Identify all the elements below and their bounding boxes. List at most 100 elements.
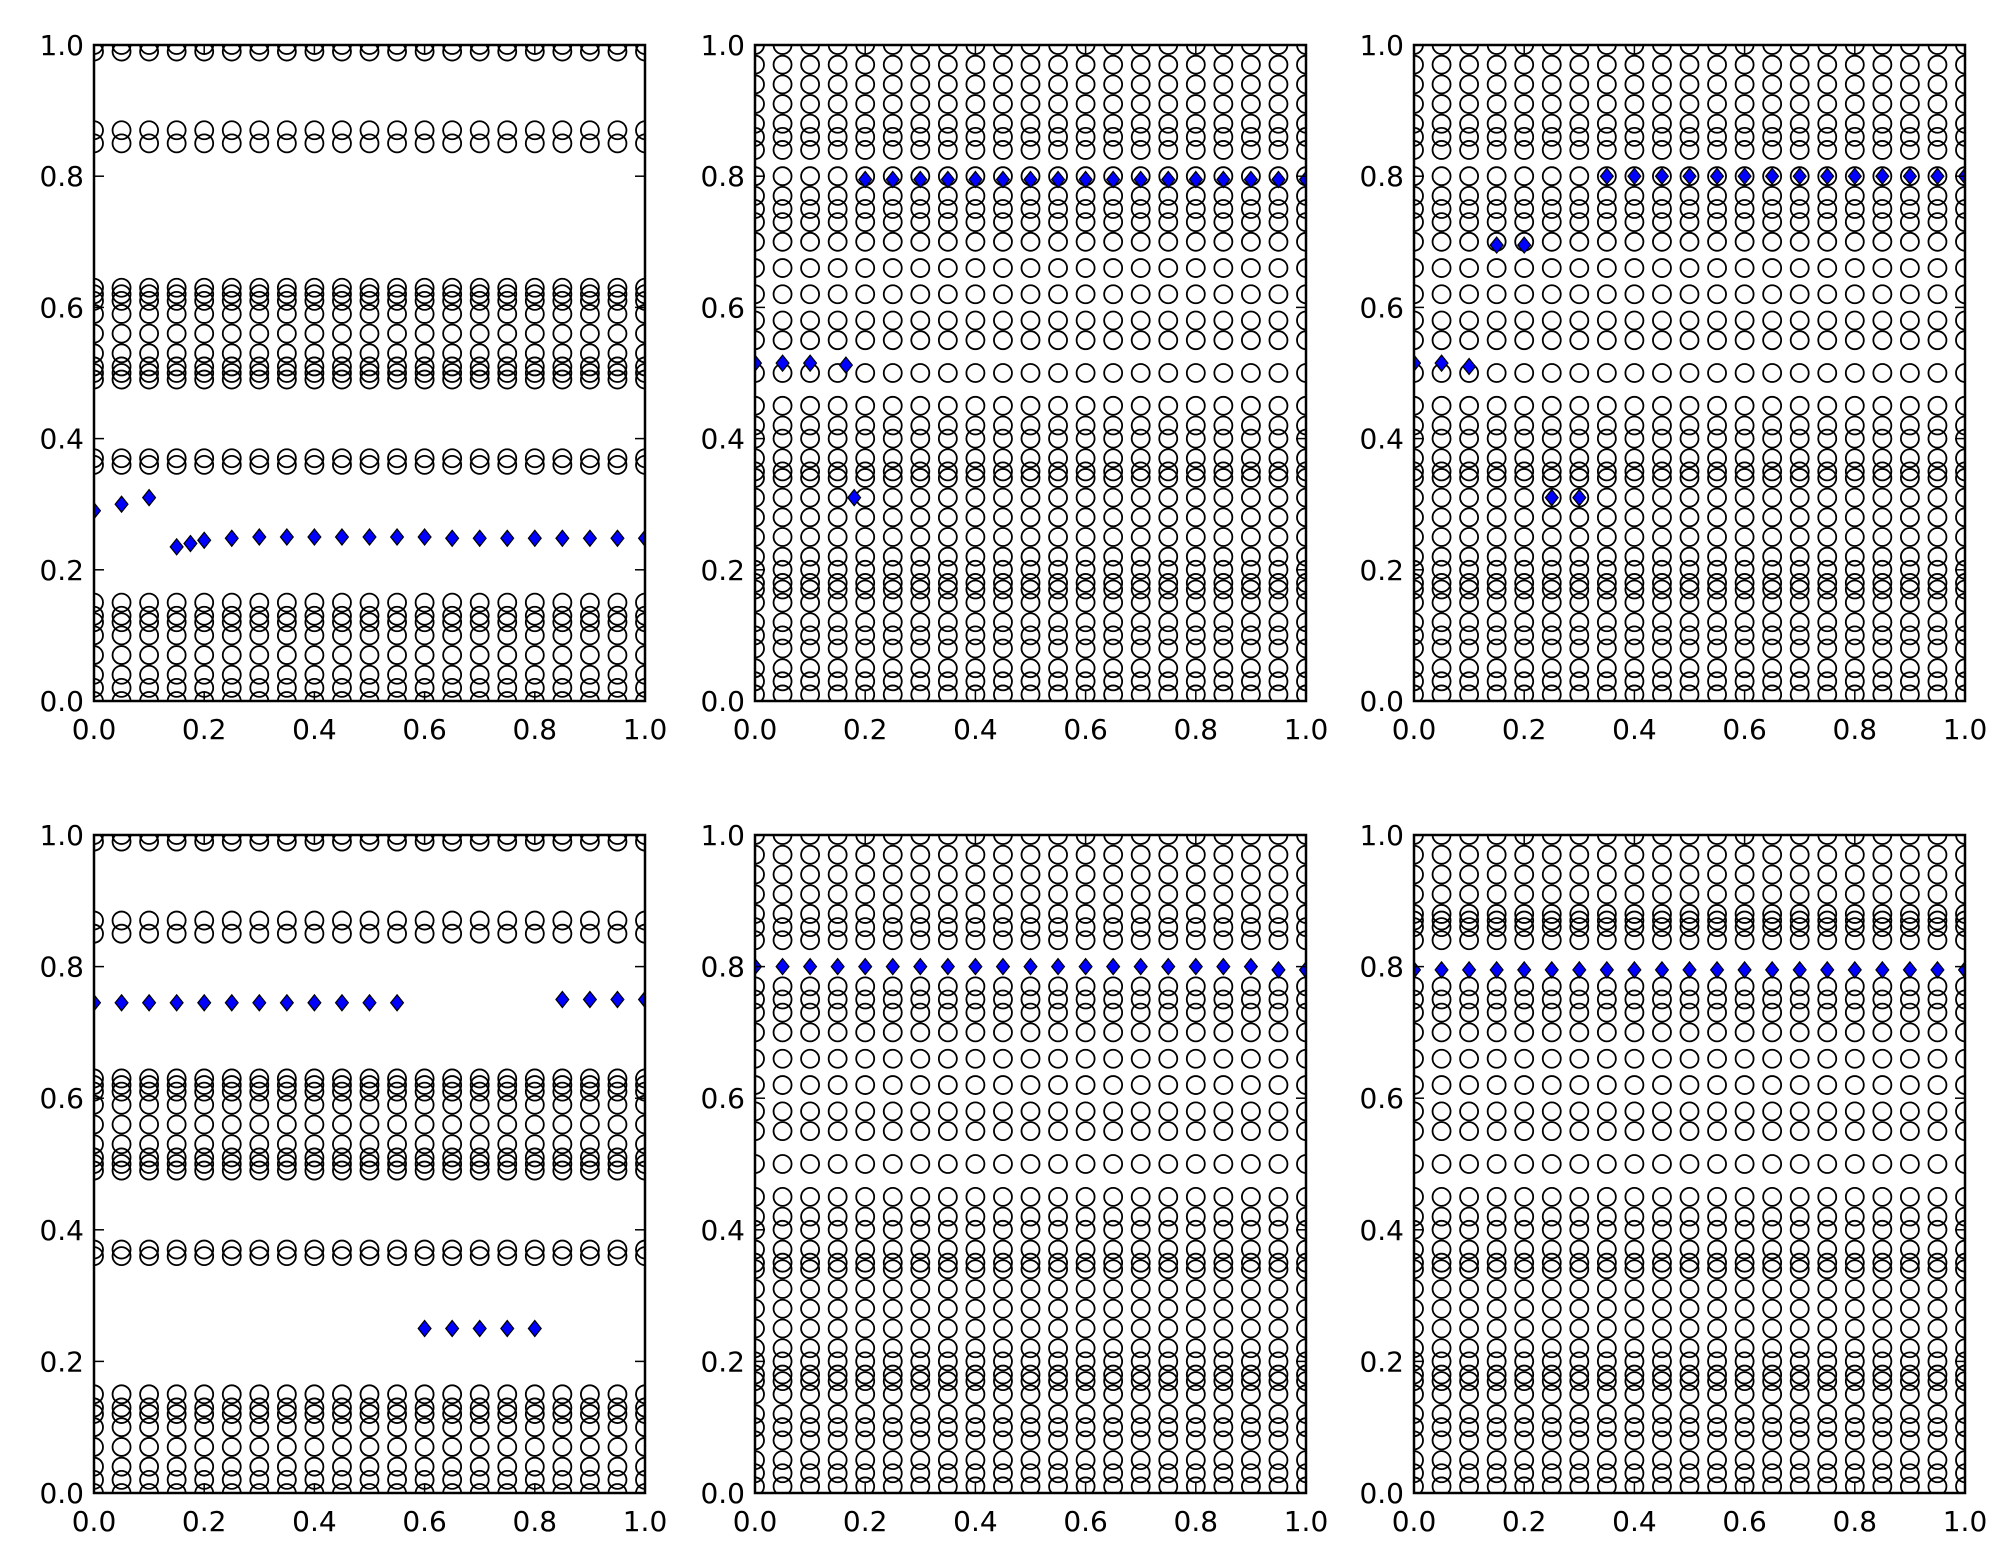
circle-point <box>552 1469 573 1490</box>
circle-point <box>1213 1338 1234 1359</box>
circle-point <box>1241 1430 1261 1451</box>
circle-point <box>1844 94 1865 114</box>
circle-point <box>1569 1430 1590 1451</box>
circle-point <box>937 884 958 905</box>
circle-point <box>1596 625 1617 646</box>
circle-point <box>221 1437 242 1457</box>
circle-point <box>882 330 903 351</box>
circle-point <box>524 1246 545 1267</box>
circle-point <box>1844 527 1865 547</box>
circle-point <box>1762 573 1783 593</box>
circle-point <box>1900 592 1920 613</box>
circle-point <box>111 448 132 469</box>
circle-point <box>1789 1298 1810 1319</box>
circle-point <box>1459 917 1479 938</box>
circle-point <box>1103 363 1124 383</box>
circle-point <box>94 1404 104 1424</box>
circle-point <box>827 310 848 331</box>
circle-point <box>1679 864 1700 885</box>
circle-point <box>1679 428 1700 449</box>
circle-point <box>855 904 876 924</box>
circle-point <box>965 527 986 547</box>
circle-point <box>1158 415 1179 436</box>
circle-point <box>1185 415 1206 436</box>
circle-point <box>800 185 820 206</box>
circle-point <box>442 1384 463 1405</box>
circle-point <box>937 864 958 885</box>
circle-point <box>1955 1206 1965 1227</box>
circle-point <box>359 363 380 383</box>
circle-point <box>221 1404 242 1424</box>
circle-point <box>304 605 325 626</box>
circle-point <box>1020 45 1041 55</box>
circle-point <box>607 277 628 298</box>
circle-point <box>1817 884 1838 905</box>
circle-point <box>1844 1187 1865 1207</box>
circle-point <box>1514 1364 1535 1385</box>
circle-point <box>1596 989 1617 1010</box>
circle-point <box>1514 1219 1535 1240</box>
circle-point <box>1817 1154 1838 1174</box>
circle-point <box>1707 1364 1727 1385</box>
circle-point <box>1652 166 1672 187</box>
circle-point <box>1762 1252 1783 1273</box>
circle-point <box>1514 1187 1535 1207</box>
circle-point <box>755 1101 765 1122</box>
circle-point <box>993 1463 1013 1484</box>
circle-point <box>937 1187 958 1207</box>
circle-point <box>1075 415 1096 436</box>
circle-point <box>1075 284 1096 305</box>
circle-point <box>1103 487 1124 508</box>
circle-point <box>332 133 352 154</box>
circle-point <box>1020 284 1041 305</box>
circle-point <box>1844 363 1865 383</box>
circle-point <box>304 133 325 154</box>
circle-point <box>524 448 545 469</box>
circle-point <box>910 884 931 905</box>
circle-point <box>1927 45 1948 55</box>
circle-point <box>1541 1430 1562 1451</box>
circle-point <box>1213 1351 1234 1372</box>
y-tick-label: 0.6 <box>39 1082 84 1115</box>
circle-point <box>166 923 187 944</box>
circle-point <box>1241 113 1261 134</box>
circle-point <box>1075 1075 1096 1095</box>
circle-point <box>882 1206 903 1227</box>
circle-point <box>1459 415 1479 436</box>
y-tick-label: 1.0 <box>700 29 745 62</box>
circle-point <box>1927 904 1948 924</box>
circle-point <box>993 54 1013 75</box>
circle-point <box>855 930 876 951</box>
circle-point <box>1541 1187 1562 1207</box>
circle-point <box>910 1187 931 1207</box>
circle-point <box>1955 1022 1965 1043</box>
circle-point <box>552 45 573 55</box>
circle-point <box>276 1114 297 1135</box>
circle-point <box>276 1384 297 1405</box>
circle-point <box>1048 1417 1068 1438</box>
circle-point <box>800 625 820 646</box>
circle-point <box>221 835 242 852</box>
circle-point <box>524 323 545 344</box>
diamond-point <box>830 957 845 976</box>
circle-point <box>1514 284 1535 305</box>
circle-point <box>1955 126 1965 147</box>
circle-point <box>1844 395 1865 416</box>
circle-point <box>442 277 463 298</box>
circle-point <box>1734 94 1755 114</box>
circle-point <box>1596 1430 1617 1451</box>
circle-point <box>1927 671 1948 692</box>
diamond-point <box>1682 960 1697 979</box>
circle-point <box>1020 54 1041 75</box>
circle-point <box>166 592 187 613</box>
circle-point <box>1296 1206 1306 1227</box>
circle-point <box>993 310 1013 331</box>
circle-point <box>580 1114 600 1135</box>
circle-point <box>910 1430 931 1451</box>
circle-point <box>1569 428 1590 449</box>
circle-point <box>221 835 242 845</box>
circle-point <box>607 645 628 665</box>
circle-point <box>1130 1463 1151 1484</box>
circle-point <box>800 1259 820 1280</box>
circle-point <box>1213 330 1234 351</box>
